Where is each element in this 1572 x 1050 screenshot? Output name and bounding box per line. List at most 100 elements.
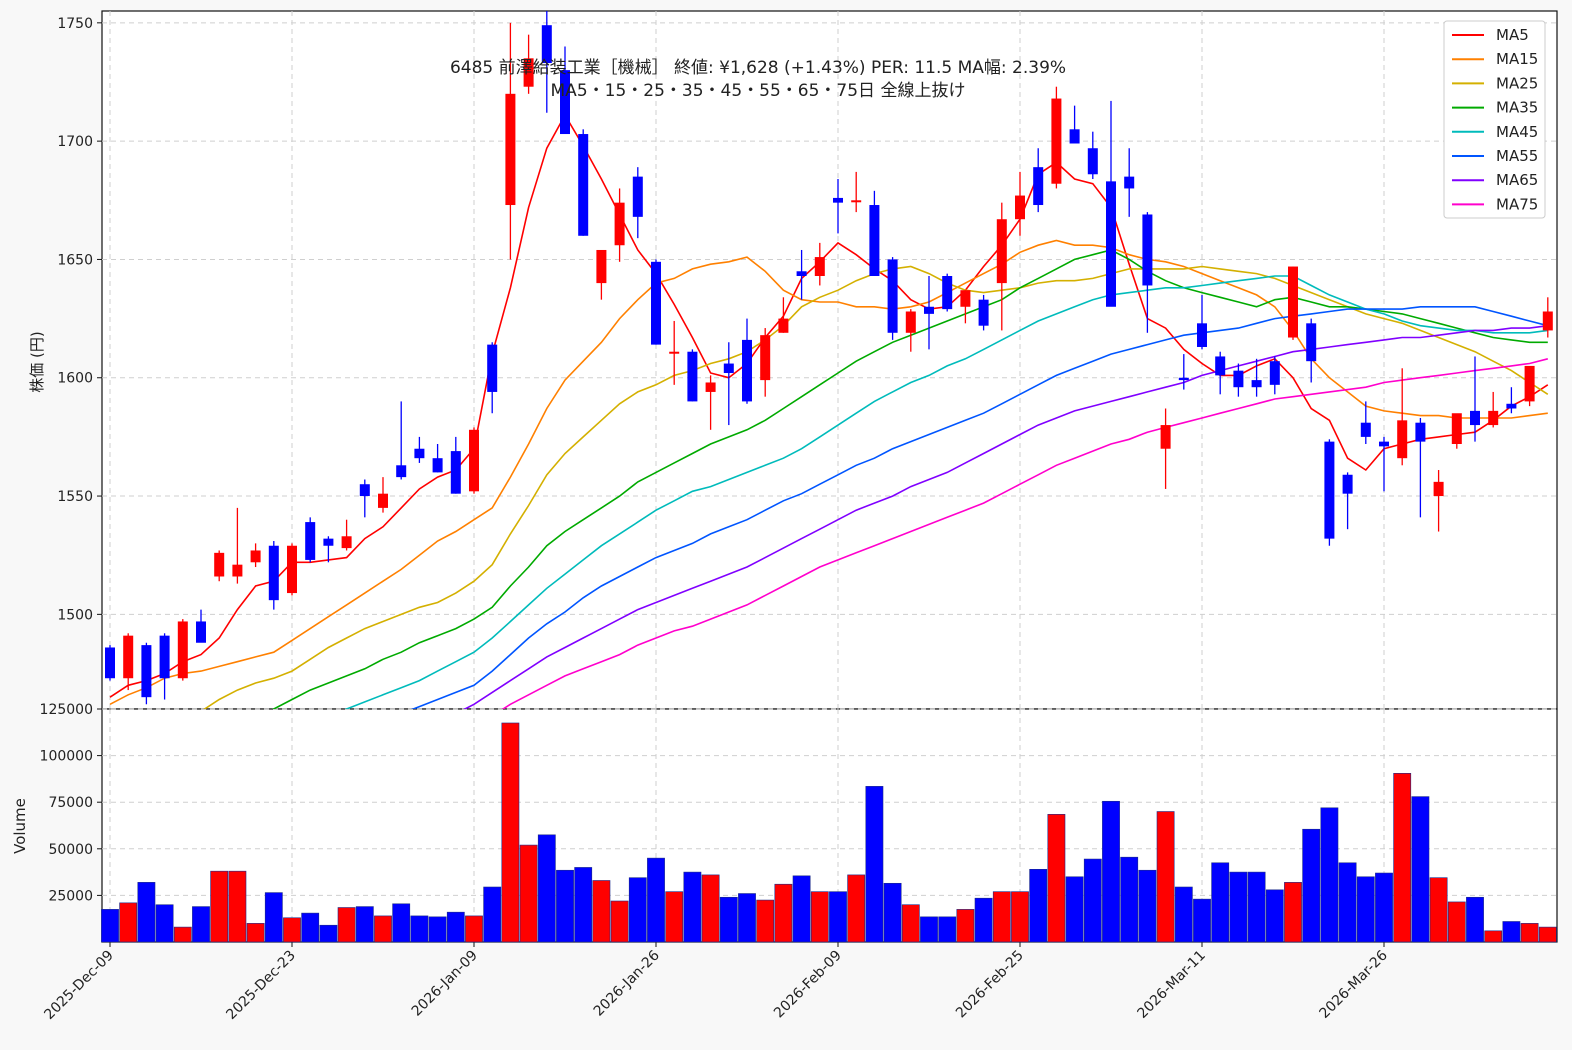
- volume-bar: [519, 844, 538, 943]
- candle-body: [1015, 195, 1025, 220]
- legend-entry: MA55: [1496, 147, 1538, 165]
- candle-body: [123, 635, 134, 679]
- candle-body: [651, 261, 661, 345]
- candle-body: [1197, 323, 1207, 347]
- candle-body: [723, 363, 734, 374]
- candle-body: [287, 545, 297, 594]
- volume-bar: [1393, 773, 1412, 943]
- candle-body: [1142, 214, 1153, 286]
- volume-bar: [865, 786, 884, 943]
- candle-body: [396, 465, 407, 478]
- volume-bar: [173, 926, 192, 943]
- x-tick-label: 2025-Dec-09: [41, 948, 116, 1023]
- candle-body: [632, 176, 643, 217]
- candle-body: [1415, 422, 1426, 442]
- volume-bar: [847, 874, 866, 943]
- candle-body: [1379, 441, 1389, 447]
- x-tick-label: 2026-Feb-09: [771, 948, 845, 1022]
- candle-body: [1233, 370, 1244, 388]
- volume-bar: [1447, 901, 1466, 943]
- volume-bar: [1484, 930, 1503, 943]
- volume-bar: [1538, 926, 1557, 943]
- candle-body: [141, 645, 152, 698]
- candle-body: [1506, 403, 1517, 409]
- volume-panel: [101, 722, 1557, 943]
- candle-body: [814, 257, 825, 277]
- volume-bar: [901, 904, 920, 943]
- volume-bar: [1211, 862, 1230, 943]
- volume-bar: [1120, 856, 1139, 943]
- candle-body: [341, 536, 352, 549]
- legend-entry: MA45: [1496, 123, 1538, 141]
- volume-bar: [246, 923, 265, 943]
- candle-body: [905, 311, 916, 333]
- volume-bar: [137, 882, 156, 943]
- volume-bar: [337, 907, 356, 943]
- volume-bar: [628, 877, 647, 943]
- volume-bar: [1429, 877, 1448, 943]
- chart-subtitle: MA5・15・25・35・45・55・65・75日 全線上抜け: [551, 81, 966, 101]
- volume-bar: [355, 906, 374, 943]
- candle-body: [1160, 425, 1171, 449]
- candle-body: [469, 429, 479, 492]
- x-tick-label: 2026-Jan-26: [591, 947, 663, 1019]
- price-series-group: [105, 11, 1553, 709]
- volume-bar: [192, 906, 210, 943]
- volume-bar: [1229, 871, 1248, 943]
- ma-line-ma55: [411, 306, 1549, 709]
- candle-body: [614, 202, 625, 246]
- ma-line-ma75: [501, 358, 1549, 709]
- candle-body: [1033, 167, 1044, 206]
- volume-bar: [719, 896, 738, 943]
- candle-body: [1269, 361, 1280, 385]
- volume-bar: [920, 916, 938, 943]
- volume-bar: [1265, 889, 1284, 943]
- volume-bar: [228, 870, 247, 943]
- candle-body: [851, 200, 862, 203]
- legend-entry: MA25: [1496, 74, 1538, 92]
- candle-body: [359, 484, 370, 497]
- legend-entry: MA35: [1496, 99, 1538, 117]
- volume-y-tick-label: 50000: [48, 842, 93, 858]
- volume-bar: [592, 880, 611, 943]
- candle-body: [323, 538, 334, 546]
- volume-bar: [1083, 858, 1102, 943]
- volume-bar: [1247, 871, 1266, 943]
- candle-body: [250, 550, 261, 563]
- candle-body: [578, 134, 589, 236]
- volume-bar: [501, 722, 520, 943]
- volume-bar: [829, 891, 847, 943]
- legend-entry: MA65: [1496, 171, 1538, 189]
- candle-body: [1324, 441, 1335, 539]
- volume-y-label: Volume: [11, 798, 29, 854]
- volume-bar: [210, 870, 229, 943]
- volume-bar: [374, 915, 392, 943]
- volume-bar: [1356, 876, 1375, 943]
- volume-bar: [410, 915, 429, 943]
- candle-body: [1470, 410, 1480, 426]
- volume-bar: [101, 909, 119, 943]
- volume-bar: [1047, 814, 1066, 943]
- x-tick-label: 2026-Mar-11: [1135, 948, 1209, 1022]
- chart-title: 6485 前澤給装工業［機械］ 終値: ¥1,628 (+1.43%) PER:…: [450, 58, 1066, 78]
- volume-bar: [810, 891, 829, 943]
- candle-body: [669, 351, 680, 354]
- candle-body: [687, 351, 698, 402]
- volume-bar: [956, 909, 975, 943]
- volume-bar: [1320, 807, 1339, 943]
- candle-body: [960, 290, 971, 307]
- candle-body: [159, 635, 170, 679]
- candle-body: [1542, 311, 1553, 331]
- candle-body: [450, 451, 461, 494]
- volume-y-tick-label: 75000: [48, 795, 93, 811]
- candle-body: [1360, 422, 1371, 437]
- candle-body: [214, 552, 225, 577]
- volume-bar: [792, 875, 811, 943]
- volume-bar: [483, 886, 502, 943]
- candle-body: [305, 522, 316, 560]
- candle-body: [996, 219, 1007, 284]
- candle-body: [1288, 266, 1298, 338]
- candle-body: [1251, 380, 1262, 388]
- volume-bar: [119, 902, 138, 943]
